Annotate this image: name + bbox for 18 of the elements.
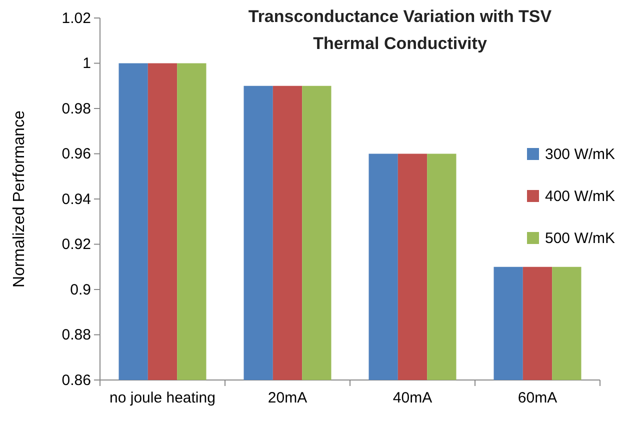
legend-label: 400 W/mK [545, 188, 616, 205]
y-tick-label: 0.9 [70, 281, 91, 298]
x-tick-label: 20mA [268, 390, 308, 407]
x-tick-label: 60mA [518, 390, 558, 407]
y-tick-label: 1 [82, 55, 91, 72]
legend-label: 500 W/mK [545, 230, 616, 247]
legend-label: 300 W/mK [545, 146, 616, 163]
y-tick-label: 0.92 [62, 236, 91, 254]
y-tick-label: 0.98 [62, 100, 91, 118]
y-tick-label: 0.86 [62, 372, 91, 389]
chart-title: Transconductance Variation with TSV Thermal Conductivity [248, 7, 552, 53]
y-tick-label: 0.88 [62, 326, 91, 344]
y-tick-label: 0.96 [62, 146, 91, 163]
x-tick-label: 40mA [392, 390, 432, 407]
y-axis-title: Normalized Performance [11, 110, 28, 288]
y-tick-label: 1.02 [62, 10, 91, 27]
y-tick-label: 0.94 [62, 190, 91, 208]
x-tick-label: no joule heating [110, 390, 216, 407]
